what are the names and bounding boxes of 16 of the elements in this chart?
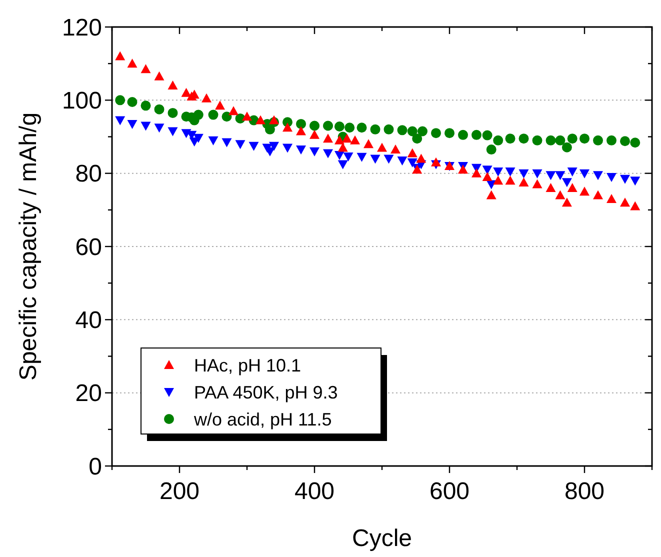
y-axis-title: Specific capacity / mAh/g <box>15 112 42 381</box>
y-tick-label: 40 <box>75 307 102 334</box>
y-tick-label: 120 <box>62 14 102 42</box>
legend-label: HAc, pH 10.1 <box>194 355 302 376</box>
x-axis-title: Cycle <box>352 525 412 552</box>
legend-label: PAA 450K, pH 9.3 <box>194 382 338 402</box>
y-tick-label: 0 <box>88 453 102 480</box>
y-tick-label: 80 <box>75 160 102 188</box>
y-tick-label: 60 <box>75 234 102 261</box>
y-tick-label: 20 <box>75 380 102 408</box>
x-tick-label: 400 <box>294 478 335 505</box>
y-tick-label: 100 <box>62 88 102 115</box>
x-tick-label: 800 <box>564 478 605 505</box>
x-tick-label: 200 <box>159 478 200 505</box>
x-tick-label: 600 <box>429 478 470 505</box>
legend-label: w/o acid, pH 11.5 <box>193 409 332 430</box>
